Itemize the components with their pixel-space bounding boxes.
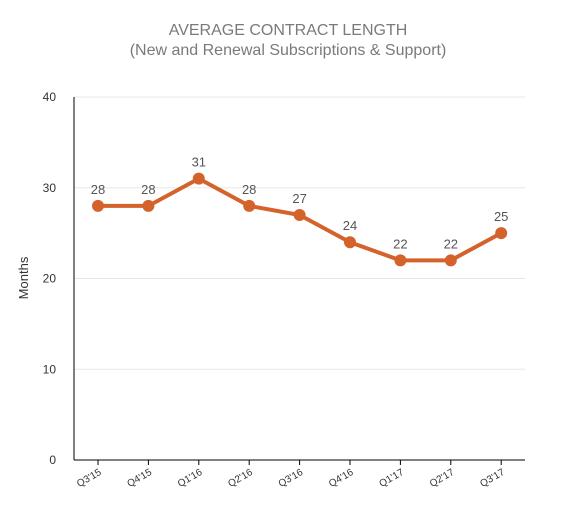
data-label: 28 — [91, 182, 105, 197]
data-label: 31 — [192, 155, 206, 170]
y-tick-label: 30 — [43, 181, 57, 195]
x-tick-label: Q2'17 — [428, 467, 457, 490]
data-point — [344, 236, 356, 249]
data-point — [142, 199, 155, 212]
data-point — [92, 199, 104, 212]
x-tick-label: Q4'15 — [126, 467, 155, 490]
y-tick-label: 10 — [43, 362, 57, 376]
chart-subtitle: (New and Renewal Subscriptions & Support… — [129, 42, 447, 59]
data-label: 28 — [242, 182, 256, 197]
data-point — [293, 208, 306, 221]
data-label: 22 — [393, 236, 407, 251]
x-tick-label: Q1'16 — [176, 467, 205, 490]
x-tick-label: Q3'17 — [478, 467, 507, 490]
data-label: 22 — [444, 236, 458, 251]
y-axis-label: Months — [16, 256, 31, 299]
data-point — [243, 199, 256, 212]
x-tick-label: Q3'16 — [277, 467, 306, 490]
data-point — [192, 172, 205, 185]
data-point — [495, 227, 508, 240]
y-tick-label: 0 — [49, 453, 56, 467]
y-tick-label: 40 — [43, 90, 57, 104]
data-point — [444, 254, 457, 267]
data-label: 25 — [494, 209, 508, 224]
y-tick-label: 20 — [43, 272, 57, 286]
x-tick-label: Q1'17 — [378, 467, 407, 490]
chart-title: AVERAGE CONTRACT LENGTH — [168, 22, 408, 39]
x-tick-label: Q2'16 — [226, 467, 255, 490]
data-label: 24 — [343, 218, 357, 233]
data-point — [394, 254, 407, 267]
x-tick-label: Q4'16 — [327, 467, 356, 490]
data-label: 28 — [141, 182, 155, 197]
data-label: 27 — [292, 191, 306, 206]
x-tick-label: Q3'15 — [75, 467, 104, 490]
